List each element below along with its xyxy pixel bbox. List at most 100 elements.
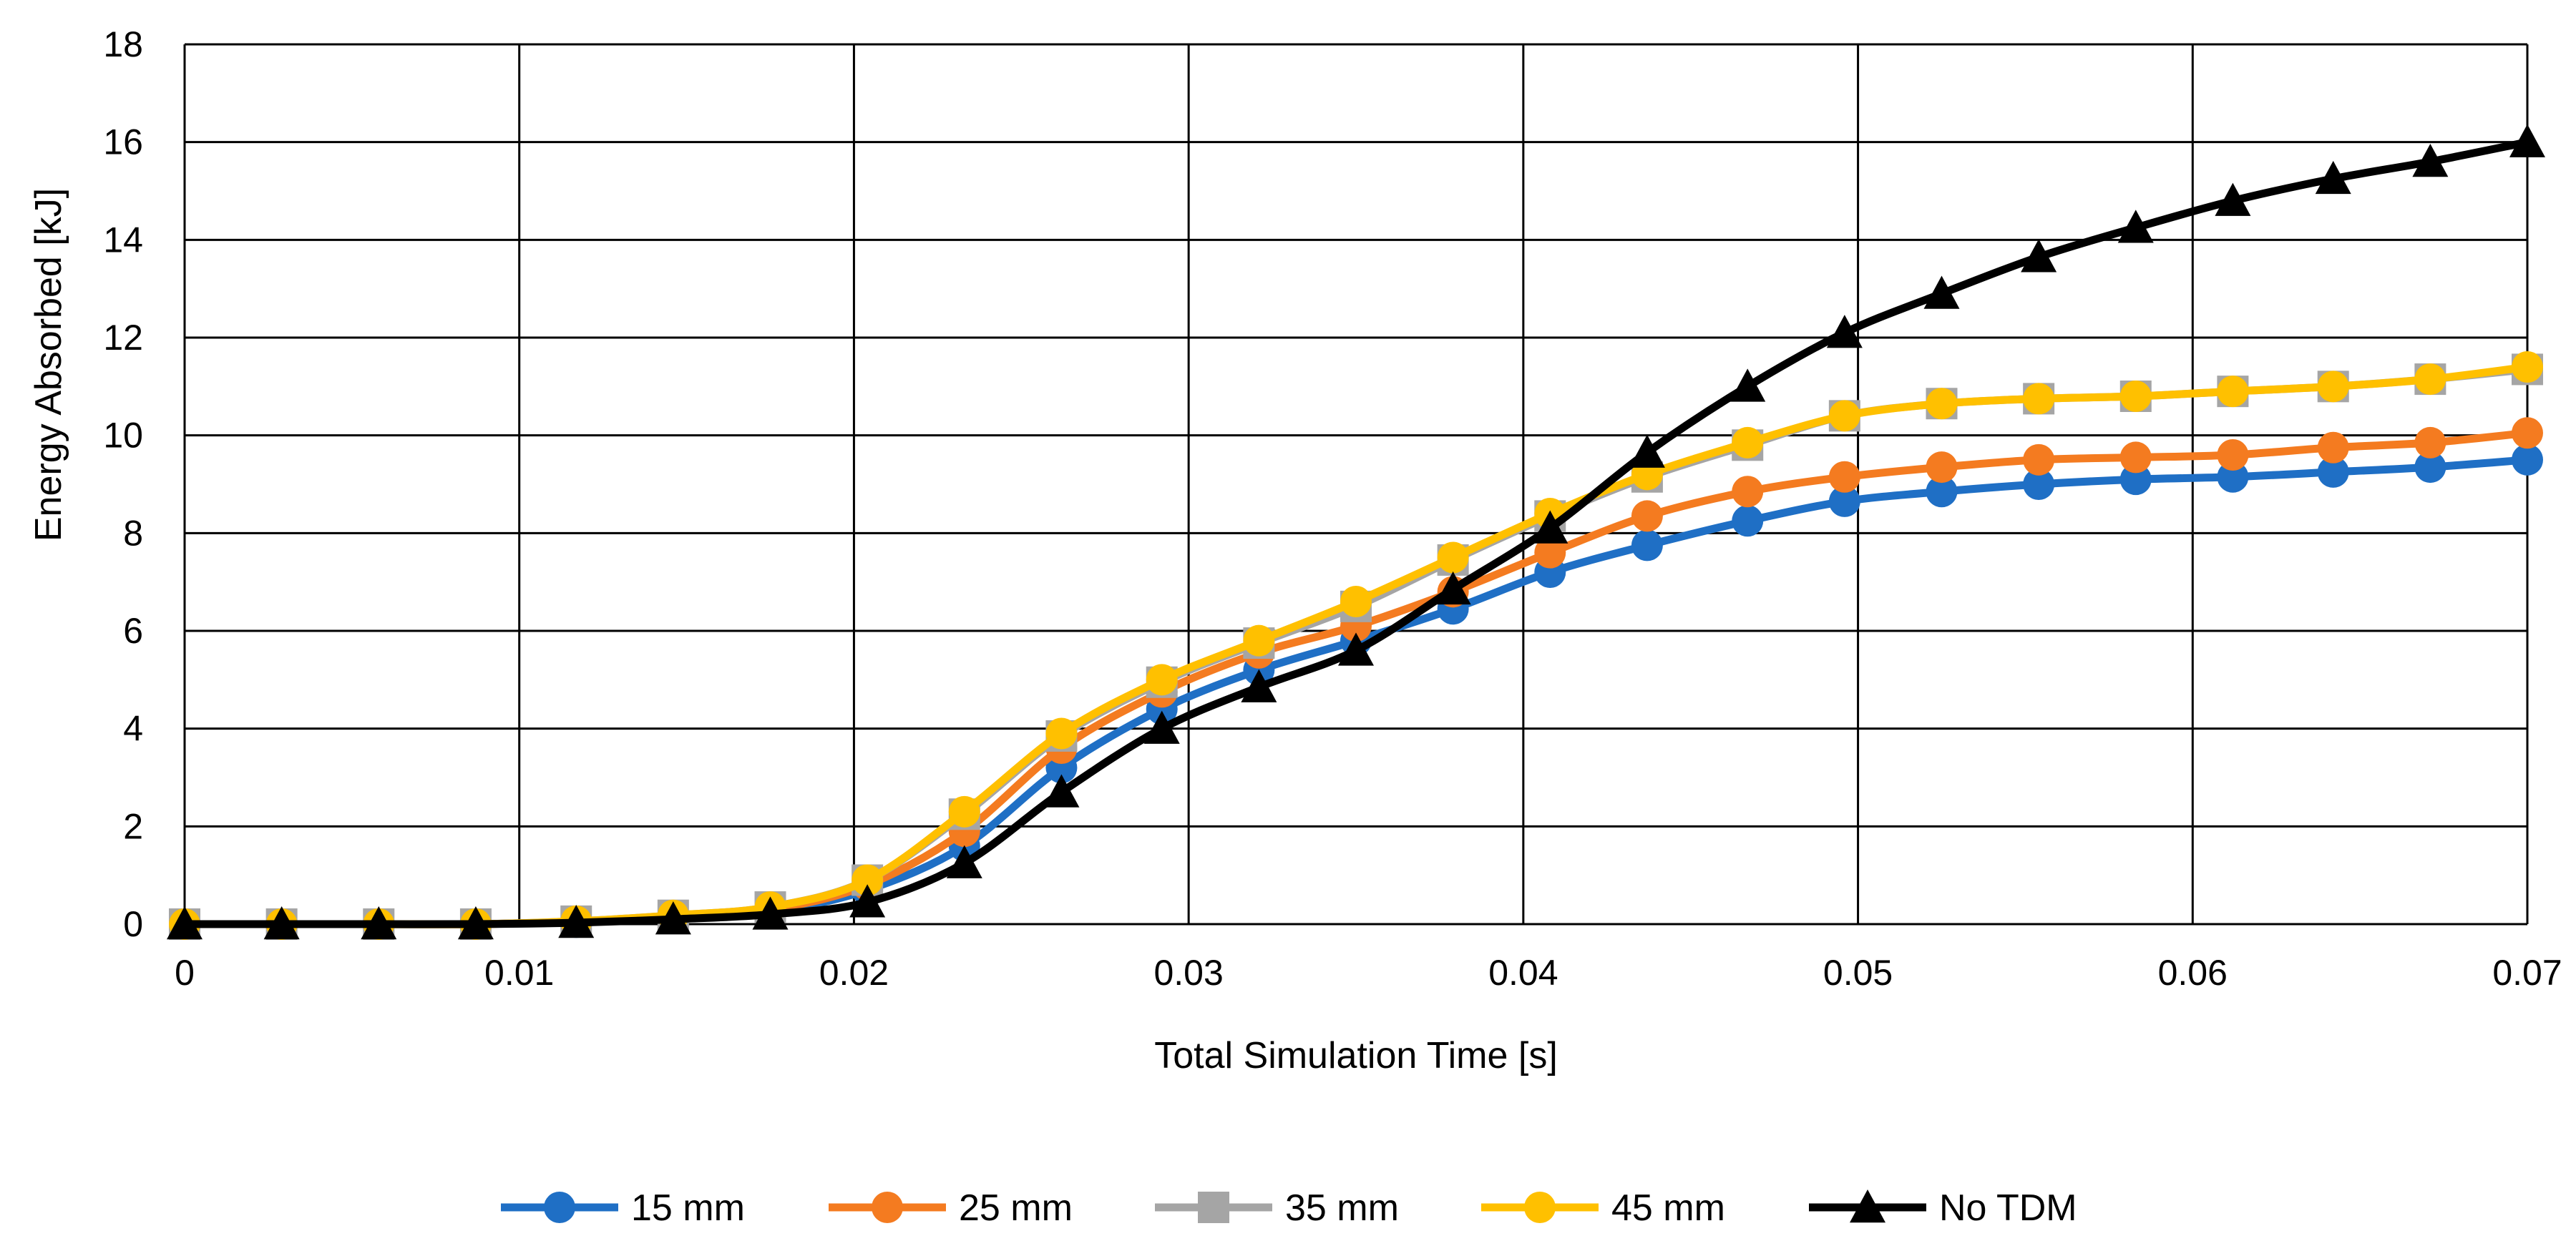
data-point-15-mm [2414, 451, 2446, 484]
data-point-no-tdm [2021, 239, 2057, 273]
data-point-no-tdm [2215, 182, 2251, 216]
y-tick-label: 0 [123, 904, 143, 944]
data-point-25-mm [1926, 451, 1958, 484]
data-point-45-mm [1926, 388, 1958, 420]
data-point-15-mm [1828, 485, 1860, 517]
data-point-no-tdm [752, 896, 789, 930]
data-point-25-mm [2317, 431, 2349, 463]
legend-item-25-mm: 25 mm [829, 1187, 1073, 1229]
gridlines [183, 43, 2529, 926]
data-point-no-tdm [1143, 710, 1180, 744]
legend-swatch-marker [1524, 1192, 1556, 1223]
data-point-45-mm [1146, 664, 1178, 696]
data-point-45-mm [1243, 624, 1275, 657]
data-point-no-tdm [1435, 571, 1471, 605]
data-point-25-mm [2414, 426, 2446, 458]
x-tick-label: 0.07 [2492, 953, 2562, 993]
data-point-25-mm [1631, 500, 1663, 532]
data-point-45-mm [2023, 383, 2055, 415]
data-point-25-mm [2512, 417, 2543, 449]
data-point-no-tdm [361, 906, 397, 940]
data-point-45-mm [2512, 351, 2543, 383]
data-point-15-mm [2119, 463, 2152, 496]
data-point-no-tdm [1241, 669, 1277, 702]
legend-item-15-mm: 15 mm [501, 1187, 745, 1229]
y-tick-label: 14 [103, 220, 143, 260]
data-point-no-tdm [2117, 210, 2154, 243]
series-layer [167, 124, 2545, 940]
y-axis-title: Energy Absorbed [kJ] [28, 188, 69, 541]
y-tick-label: 18 [103, 24, 143, 64]
data-point-45-mm [1732, 426, 1764, 458]
data-point-45-mm [2217, 376, 2249, 408]
data-point-45-mm [948, 795, 980, 828]
legend-label: No TDM [1939, 1187, 2077, 1229]
series-no-tdm [167, 124, 2545, 940]
y-tick-label: 12 [103, 318, 143, 358]
y-tick-label: 6 [123, 611, 143, 651]
legend-label: 15 mm [631, 1187, 745, 1229]
x-tick-label: 0 [175, 953, 195, 993]
legend-label: 25 mm [959, 1187, 1073, 1229]
data-point-no-tdm [849, 884, 886, 918]
data-point-45-mm [1340, 586, 1372, 617]
data-point-no-tdm [1629, 434, 1665, 468]
legend: 15 mm 25 mm 35 mm 45 mm No TDM [501, 1187, 2077, 1229]
data-point-no-tdm [167, 906, 203, 940]
x-tick-label: 0.05 [1823, 953, 1893, 993]
data-point-no-tdm [1532, 510, 1568, 544]
data-point-no-tdm [263, 906, 300, 940]
legend-item-35-mm: 35 mm [1155, 1187, 1399, 1229]
data-point-25-mm [1828, 461, 1860, 493]
legend-label: 45 mm [1611, 1187, 1725, 1229]
y-tick-label: 2 [123, 806, 143, 846]
x-tick-label: 0.03 [1153, 953, 1223, 993]
legend-swatch-marker [1850, 1189, 1885, 1223]
data-point-15-mm [1926, 476, 1958, 508]
y-tick-label: 10 [103, 416, 143, 456]
x-tick-label: 0.04 [1488, 953, 1558, 993]
data-point-no-tdm [2315, 160, 2351, 195]
data-point-45-mm [2414, 363, 2446, 396]
x-axis-ticks: 0 0.01 0.02 0.03 0.04 0.05 0.06 0.07 [175, 953, 2562, 993]
y-tick-label: 16 [103, 122, 143, 162]
data-point-no-tdm [655, 901, 691, 935]
data-point-45-mm [1045, 717, 1078, 750]
data-point-no-tdm [2412, 144, 2449, 177]
legend-item-no-tdm: No TDM [1809, 1187, 2077, 1229]
legend-item-45-mm: 45 mm [1481, 1187, 1725, 1229]
x-tick-label: 0.02 [819, 953, 889, 993]
data-point-25-mm [2217, 439, 2249, 471]
data-point-no-tdm [1923, 275, 1960, 309]
legend-label: 35 mm [1285, 1187, 1399, 1229]
y-tick-label: 4 [123, 709, 143, 749]
data-point-no-tdm [1826, 315, 1863, 348]
legend-swatch-marker [1198, 1192, 1229, 1223]
legend-swatch-marker [544, 1192, 575, 1223]
data-point-45-mm [2119, 381, 2152, 412]
data-point-no-tdm [2509, 124, 2545, 157]
data-point-25-mm [2119, 441, 2152, 474]
data-point-no-tdm [558, 904, 595, 938]
data-point-45-mm [2317, 371, 2349, 403]
data-point-45-mm [1437, 541, 1469, 574]
data-point-25-mm [2023, 443, 2055, 476]
data-point-no-tdm [1338, 632, 1374, 666]
data-point-15-mm [2317, 456, 2349, 488]
data-point-15-mm [2512, 443, 2543, 476]
data-point-25-mm [1732, 476, 1764, 508]
y-axis-ticks: 0 2 4 6 8 10 12 14 16 18 [103, 24, 143, 944]
data-point-45-mm [852, 864, 884, 896]
legend-swatch-marker [872, 1192, 903, 1223]
data-point-15-mm [1631, 529, 1663, 561]
data-point-no-tdm [946, 845, 982, 878]
y-tick-label: 8 [123, 513, 143, 553]
data-point-45-mm [1828, 400, 1860, 432]
data-point-15-mm [2023, 469, 2055, 500]
data-point-no-tdm [1729, 368, 1766, 402]
x-tick-label: 0.01 [484, 953, 554, 993]
x-tick-label: 0.06 [2158, 953, 2228, 993]
data-point-no-tdm [457, 906, 494, 940]
